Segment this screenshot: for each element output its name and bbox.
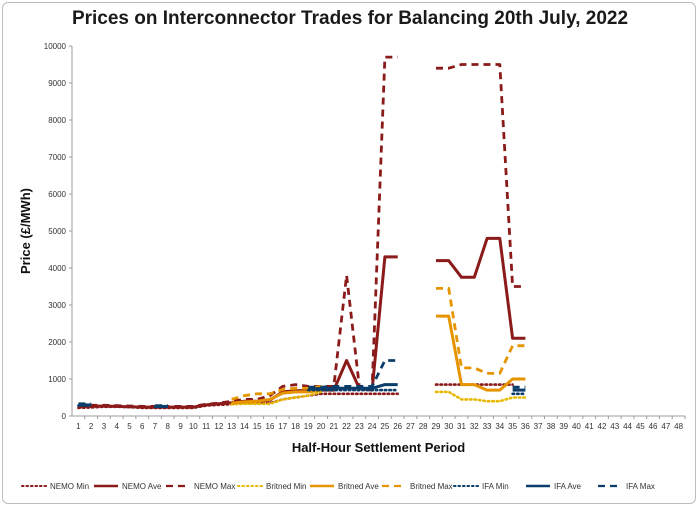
x-tick-label: 46 [649, 422, 658, 431]
x-tick-label: 45 [636, 422, 645, 431]
series-line-nemo-ave [436, 236, 526, 340]
x-tick-label: 12 [214, 422, 223, 431]
x-tick-label: 8 [166, 422, 171, 431]
x-tick-label: 2 [89, 422, 94, 431]
x-tick-label: 7 [153, 422, 158, 431]
x-tick-label: 48 [674, 422, 683, 431]
x-tick-label: 13 [227, 422, 236, 431]
legend-label-ifa-max: IFA Max [626, 482, 655, 491]
x-tick-label: 29 [432, 422, 441, 431]
series-line-nemo-max [436, 63, 526, 288]
x-tick-label: 10 [189, 422, 198, 431]
x-tick-label: 47 [661, 422, 670, 431]
y-tick-label: 9000 [48, 79, 66, 88]
x-tick-label: 34 [495, 422, 504, 431]
series-line-britned-ave [231, 388, 322, 405]
x-tick-label: 25 [380, 422, 389, 431]
y-tick-label: 0 [62, 412, 67, 421]
series-line-britned-ave [436, 314, 526, 392]
x-tick-label: 23 [355, 422, 364, 431]
x-tick-label: 31 [457, 422, 466, 431]
x-tick-label: 20 [317, 422, 326, 431]
x-tick-label: 30 [444, 422, 453, 431]
x-tick-label: 15 [253, 422, 262, 431]
legend-label-britned-min: Britned Min [266, 482, 306, 491]
x-tick-label: 37 [534, 422, 543, 431]
y-tick-label: 8000 [48, 116, 66, 125]
chart-frame [2, 2, 696, 504]
y-tick-label: 2000 [48, 338, 66, 347]
x-tick-label: 27 [406, 422, 415, 431]
series-line-ifa-ave [308, 383, 398, 391]
legend-label-britned-max: Britned Max [410, 482, 453, 491]
legend-label-nemo-max: NEMO Max [194, 482, 235, 491]
x-tick-label: 1 [76, 422, 81, 431]
series-line-britned-max [436, 287, 526, 375]
series-line-britned-max [231, 385, 322, 401]
x-tick-label: 41 [585, 422, 594, 431]
x-tick-label: 36 [521, 422, 530, 431]
series-line-britned-min [230, 390, 323, 406]
x-tick-label: 22 [342, 422, 351, 431]
x-tick-label: 33 [483, 422, 492, 431]
x-tick-label: 6 [140, 422, 145, 431]
x-tick-label: 3 [102, 422, 107, 431]
x-tick-label: 28 [419, 422, 428, 431]
x-tick-label: 38 [546, 422, 555, 431]
legend-label-britned-ave: Britned Ave [338, 482, 379, 491]
x-tick-label: 5 [127, 422, 132, 431]
y-tick-label: 7000 [48, 153, 66, 162]
x-tick-label: 24 [368, 422, 377, 431]
x-tick-label: 4 [114, 422, 119, 431]
legend-label-ifa-ave: IFA Ave [554, 482, 582, 491]
series-line-nemo-max [78, 55, 398, 408]
x-tick-label: 39 [559, 422, 568, 431]
y-axis-title: Price (£/MWh) [18, 188, 33, 274]
legend-label-ifa-min: IFA Min [482, 482, 509, 491]
x-tick-label: 19 [304, 422, 313, 431]
x-tick-label: 40 [572, 422, 581, 431]
x-tick-label: 16 [265, 422, 274, 431]
y-tick-label: 3000 [48, 301, 66, 310]
x-tick-label: 18 [291, 422, 300, 431]
x-tick-label: 21 [329, 422, 338, 431]
x-tick-label: 42 [598, 422, 607, 431]
legend-label-nemo-min: NEMO Min [50, 482, 89, 491]
y-tick-label: 5000 [48, 227, 66, 236]
x-tick-label: 43 [610, 422, 619, 431]
y-tick-label: 6000 [48, 190, 66, 199]
series-line-nemo-ave [78, 255, 398, 409]
x-tick-label: 32 [470, 422, 479, 431]
legend-label-nemo-ave: NEMO Ave [122, 482, 162, 491]
series-line-britned-min [434, 390, 527, 403]
x-tick-label: 35 [508, 422, 517, 431]
chart-title: Prices on Interconnector Trades for Bala… [71, 8, 629, 29]
x-tick-label: 17 [278, 422, 287, 431]
x-tick-label: 11 [202, 422, 211, 431]
y-tick-label: 4000 [48, 264, 66, 273]
x-tick-label: 9 [178, 422, 183, 431]
x-tick-label: 44 [623, 422, 632, 431]
x-tick-label: 14 [240, 422, 249, 431]
x-tick-label: 26 [393, 422, 402, 431]
x-axis-title: Half-Hour Settlement Period [292, 440, 465, 455]
y-tick-label: 1000 [48, 375, 66, 384]
y-tick-label: 10000 [44, 42, 67, 51]
series-line-ifa-max [308, 359, 398, 389]
